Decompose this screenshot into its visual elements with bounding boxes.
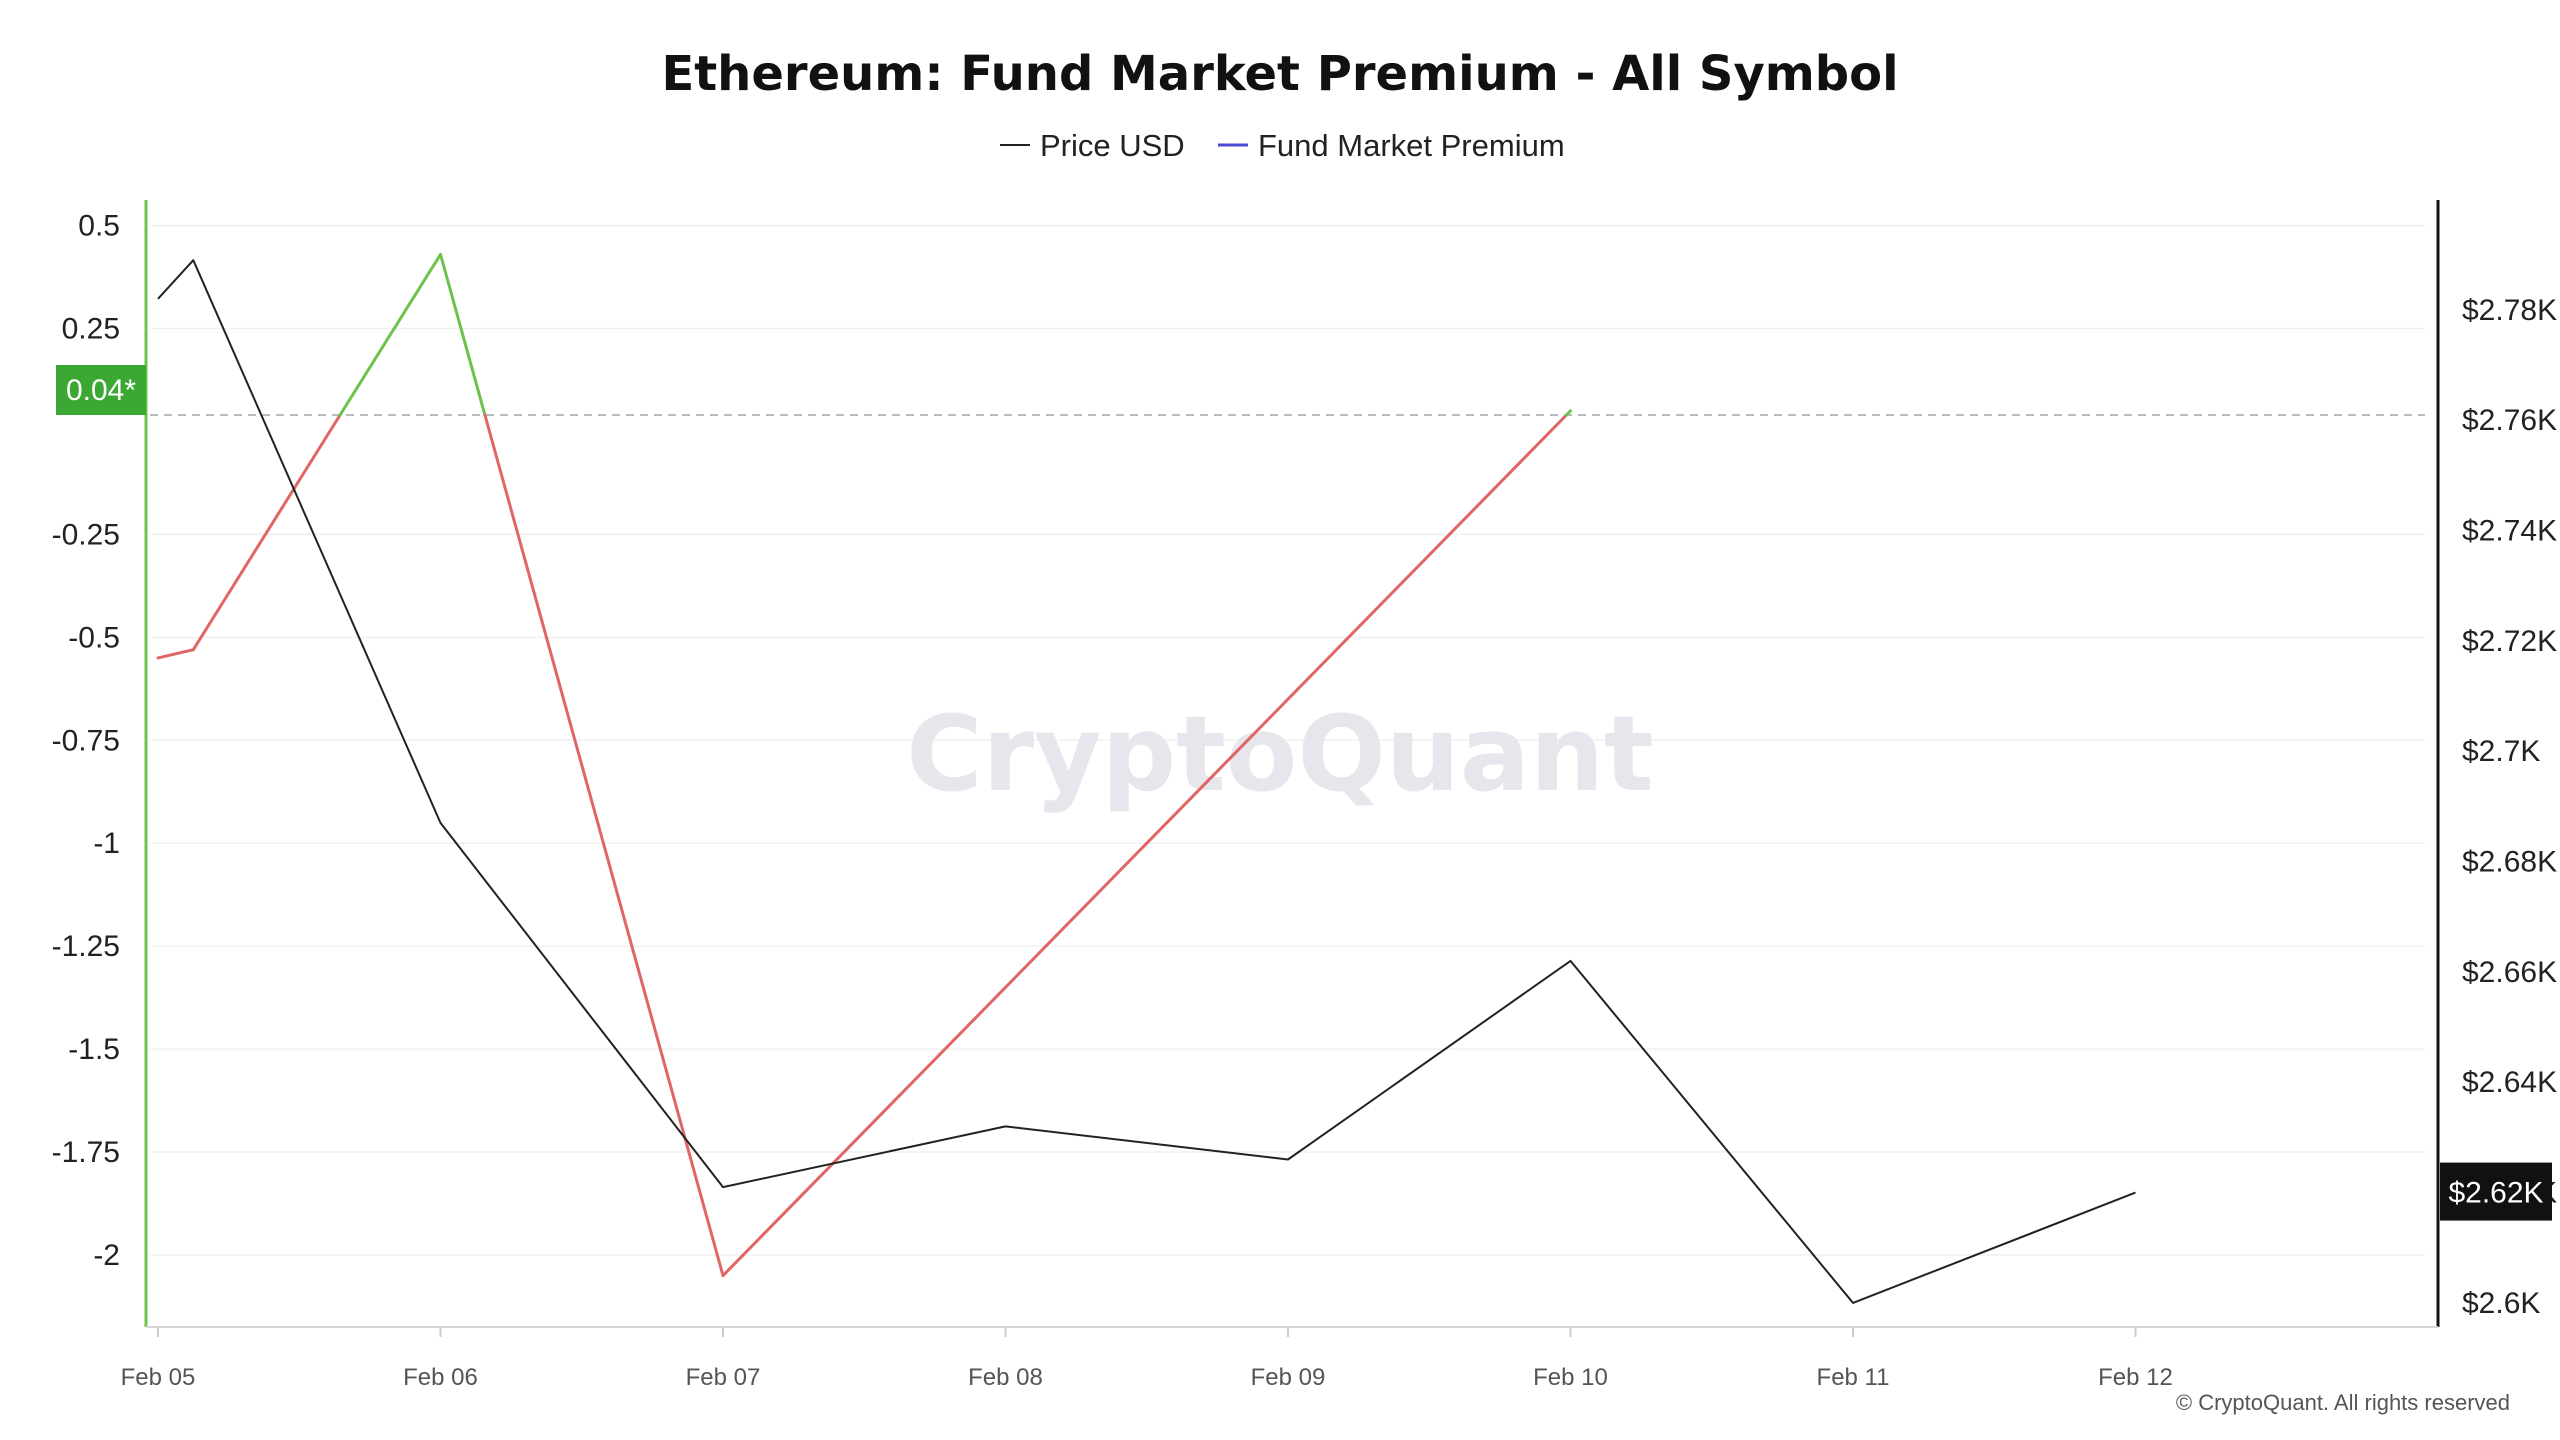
x-tick-label: Feb 07 bbox=[686, 1364, 761, 1391]
left-tick-label: -0.75 bbox=[52, 724, 120, 757]
premium-line-segment bbox=[156, 648, 195, 660]
left-tick-label: -1.5 bbox=[68, 1033, 120, 1066]
copyright: © CryptoQuant. All rights reserved bbox=[2176, 1390, 2510, 1415]
grid bbox=[150, 224, 2425, 1256]
legend[interactable]: Price USD Fund Market Premium bbox=[1000, 128, 1565, 163]
legend-label-premium: Fund Market Premium bbox=[1258, 128, 1565, 163]
x-tick-label: Feb 09 bbox=[1251, 1364, 1326, 1391]
x-tick-label: Feb 08 bbox=[968, 1364, 1043, 1391]
x-tick-label: Feb 05 bbox=[121, 1364, 196, 1391]
x-tick-label: Feb 10 bbox=[1533, 1364, 1608, 1391]
series bbox=[150, 252, 2425, 1304]
left-tick-label: -1 bbox=[93, 827, 120, 860]
chart-title: Ethereum: Fund Market Premium - All Symb… bbox=[661, 46, 1898, 102]
left-axis-ticks: 0.5 0.25 -0.25 -0.5 -0.75 -1 -1.25 -1.5 -1.75 -2 bbox=[52, 210, 120, 1272]
left-tick-label: 0.25 bbox=[62, 313, 120, 346]
left-tick-label: -1.75 bbox=[52, 1136, 120, 1169]
premium-line-segment bbox=[1564, 409, 1572, 417]
legend-item-premium[interactable]: Fund Market Premium bbox=[1218, 128, 1565, 163]
right-tick-label: $2.6K bbox=[2462, 1287, 2540, 1320]
premium-line-segment bbox=[483, 413, 725, 1278]
x-tick-label: Feb 11 bbox=[1817, 1364, 1890, 1391]
left-tick-label: -1.25 bbox=[52, 930, 120, 963]
right-tick-label: $2.68K bbox=[2462, 846, 2557, 879]
current-premium-badge bbox=[56, 365, 146, 415]
badges: 0.04* $2.62K bbox=[56, 365, 2552, 1221]
right-tick-label: $2.78K bbox=[2462, 294, 2557, 327]
right-tick-label: $2.74K bbox=[2462, 515, 2557, 548]
price-line bbox=[157, 259, 2136, 1304]
right-tick-label: $2.76K bbox=[2462, 404, 2557, 437]
current-price-label: $2.62K bbox=[2448, 1177, 2543, 1210]
current-premium-label: 0.04* bbox=[66, 374, 136, 407]
legend-label-price: Price USD bbox=[1040, 128, 1185, 163]
right-tick-label: $2.7K bbox=[2462, 735, 2540, 768]
premium-line-segment bbox=[191, 413, 342, 652]
right-tick-label: $2.66K bbox=[2462, 956, 2557, 989]
current-price-badge bbox=[2440, 1162, 2552, 1221]
left-tick-label: -0.5 bbox=[68, 621, 120, 654]
premium-line-segment bbox=[338, 252, 442, 417]
left-tick-label: -2 bbox=[93, 1239, 120, 1272]
watermark: CryptoQuant bbox=[906, 693, 1653, 815]
x-tick-label: Feb 12 bbox=[2098, 1364, 2173, 1391]
left-tick-label: -0.25 bbox=[52, 518, 120, 551]
right-tick-label: $2.64K bbox=[2462, 1066, 2557, 1099]
premium-line-segment bbox=[721, 413, 1568, 1278]
x-tick-label: Feb 06 bbox=[403, 1364, 478, 1391]
premium-line-segment bbox=[439, 252, 487, 417]
x-axis-ticks: Feb 05 Feb 06 Feb 07 Feb 08 Feb 09 Feb 10 Feb … bbox=[121, 1327, 2173, 1391]
legend-item-price[interactable]: Price USD bbox=[1000, 128, 1185, 163]
right-tick-label: $2.72K bbox=[2462, 625, 2557, 658]
left-tick-label: 0.5 bbox=[78, 210, 120, 243]
